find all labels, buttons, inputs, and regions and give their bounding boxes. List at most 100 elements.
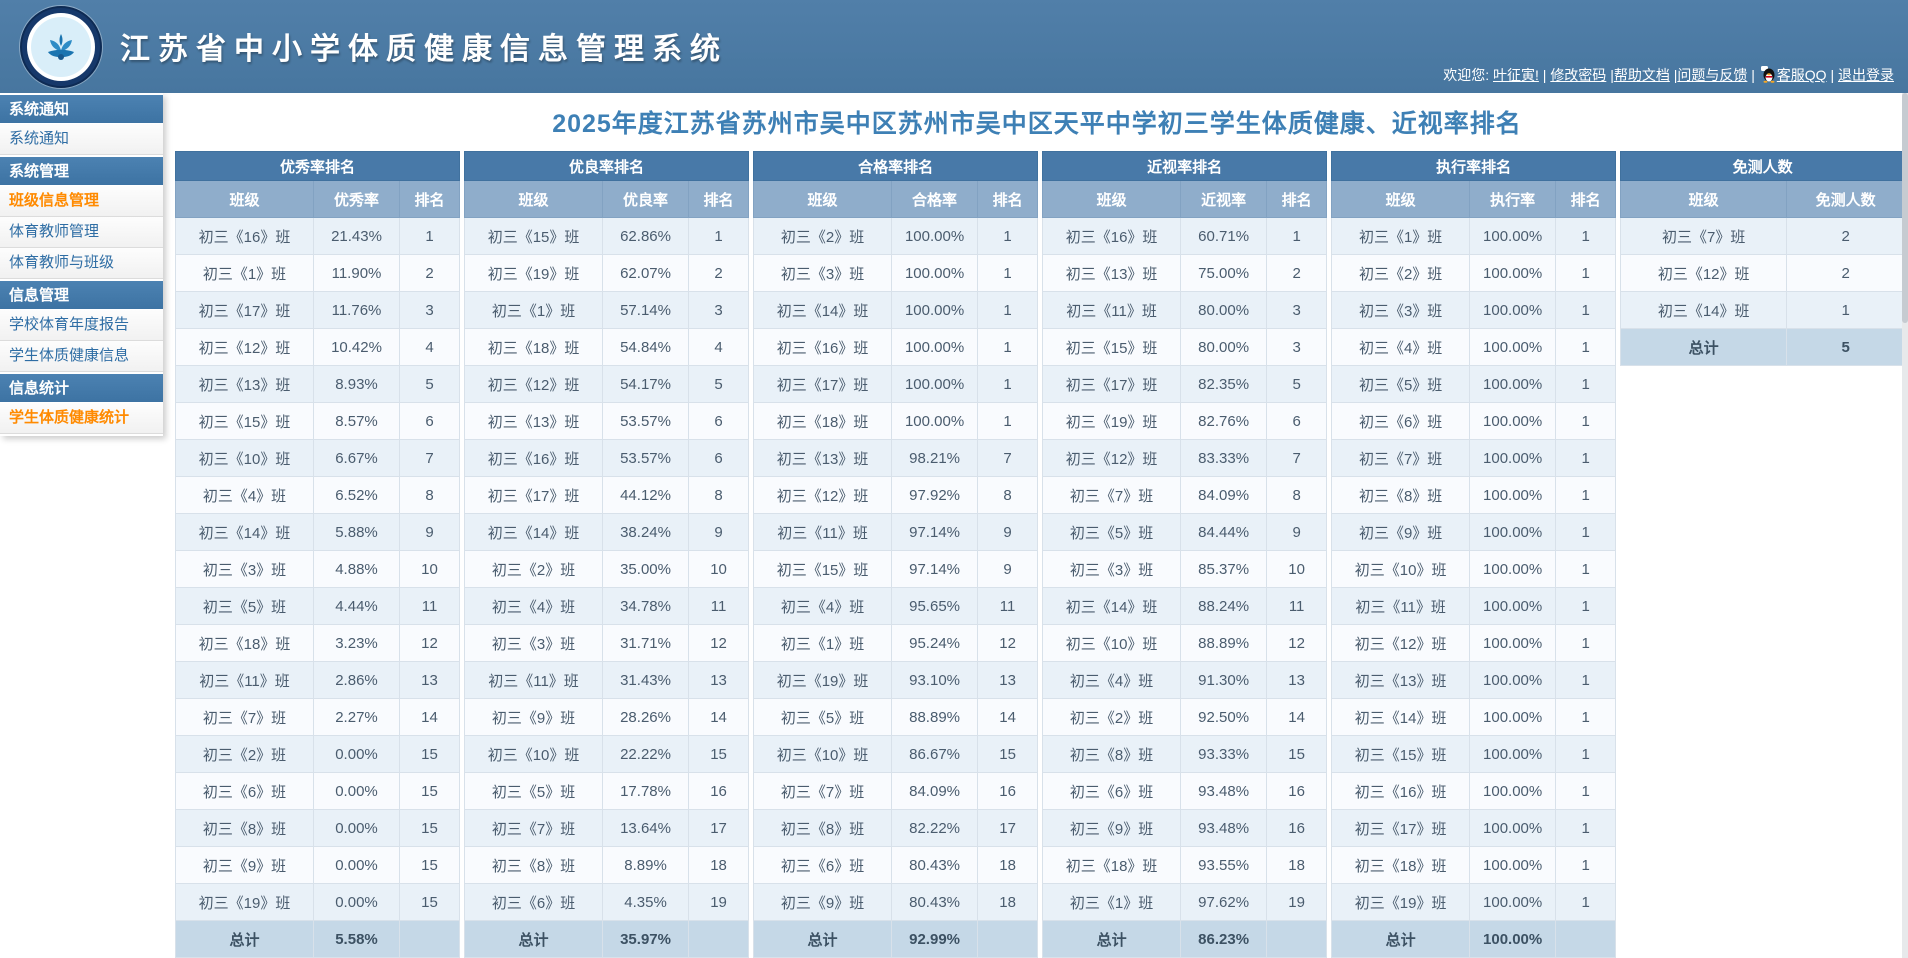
- table-cell: 初三《15》班: [1331, 735, 1471, 773]
- table-cell: 5.58%: [313, 920, 400, 958]
- table-cell: 100.00%: [1469, 291, 1557, 329]
- table-title: 执行率排名: [1331, 151, 1617, 181]
- sidebar-item-4[interactable]: 体育教师管理: [0, 217, 163, 248]
- table-cell: 初三《1》班: [1042, 883, 1182, 921]
- sidebar-item-8[interactable]: 学生体质健康信息: [0, 341, 163, 372]
- column-header: 班级: [464, 180, 604, 218]
- sidebar-section-0[interactable]: 系统通知: [0, 93, 163, 124]
- table-total-row: 总计 86.23%: [1042, 920, 1328, 958]
- table-cell: 1: [1555, 846, 1617, 884]
- table-cell: 44.12%: [602, 476, 690, 514]
- table-cell: 初三《16》班: [1042, 217, 1182, 255]
- table-cell: 6: [688, 439, 750, 477]
- table-cell: 初三《5》班: [1042, 513, 1182, 551]
- table-cell: 1: [1555, 698, 1617, 736]
- sidebar-item-10[interactable]: 学生体质健康统计: [0, 403, 163, 434]
- table-cell: 初三《4》班: [175, 476, 314, 514]
- table-cell: 100.00%: [891, 217, 979, 255]
- table-row: 初三《2》班 100.00% 1: [1331, 254, 1617, 292]
- table-row: 初三《1》班 95.24% 12: [753, 624, 1039, 662]
- table-header-row: 班级 近视率 排名: [1042, 180, 1328, 218]
- table-cell: 初三《10》班: [1042, 624, 1182, 662]
- help-doc-link[interactable]: 帮助文档: [1613, 67, 1670, 83]
- table-row: 初三《16》班 53.57% 6: [464, 439, 750, 477]
- table-row: 初三《14》班 5.88% 9: [175, 513, 461, 551]
- sidebar-item-7[interactable]: 学校体育年度报告: [0, 310, 163, 341]
- table-cell: 84.09%: [1180, 476, 1268, 514]
- table-cell: 5: [688, 365, 750, 403]
- table-cell: 86.23%: [1180, 920, 1268, 958]
- service-qq-link[interactable]: 客服QQ: [1776, 67, 1827, 83]
- table-cell: 1: [1555, 772, 1617, 810]
- table-cell: 62.07%: [602, 254, 690, 292]
- sidebar-item-5[interactable]: 体育教师与班级: [0, 248, 163, 279]
- table-cell: 初三《2》班: [464, 550, 604, 588]
- table-cell: 1: [977, 217, 1039, 255]
- table-total-row: 总计 5.58%: [175, 920, 461, 958]
- table-cell: 初三《17》班: [175, 291, 314, 329]
- table-cell: 100.00%: [891, 402, 979, 440]
- column-header: 排名: [688, 180, 750, 218]
- table-cell: 0.00%: [313, 846, 400, 884]
- table-cell: 18: [977, 883, 1039, 921]
- table-row: 初三《14》班 38.24% 9: [464, 513, 750, 551]
- table-header-row: 班级 合格率 排名: [753, 180, 1039, 218]
- scrollbar-thumb[interactable]: [1902, 93, 1908, 323]
- table-cell: 初三《8》班: [1042, 735, 1182, 773]
- table-row: 初三《7》班 13.64% 17: [464, 809, 750, 847]
- table-row: 初三《3》班 85.37% 10: [1042, 550, 1328, 588]
- ranking-tables: 优秀率排名 班级 优秀率 排名 初三《16》班 21.43% 1 初三《1》班 11.90% 2 初…: [174, 151, 1908, 958]
- table-row: 初三《6》班 93.48% 16: [1042, 772, 1328, 810]
- user-name-link[interactable]: 叶征寅!: [1493, 67, 1539, 83]
- main-panel: 2025年度江苏省苏州市吴中区苏州市吴中区天平中学初三学生体质健康、近视率排名 …: [163, 93, 1908, 958]
- table-cell: 15: [688, 735, 750, 773]
- vertical-scrollbar[interactable]: [1902, 93, 1908, 958]
- sidebar-section-6[interactable]: 信息管理: [0, 279, 163, 310]
- table-cell: 100.00%: [891, 254, 979, 292]
- column-header: 班级: [175, 180, 314, 218]
- table-cell: 93.33%: [1180, 735, 1268, 773]
- logout-link[interactable]: 退出登录: [1838, 67, 1894, 83]
- column-header: 排名: [398, 180, 461, 218]
- table-cell: 93.48%: [1180, 772, 1268, 810]
- table-cell: 0.00%: [313, 735, 400, 773]
- table-cell: 初三《11》班: [753, 513, 893, 551]
- table-cell: 100.00%: [1469, 587, 1557, 625]
- change-password-link[interactable]: 修改密码: [1550, 67, 1607, 83]
- table-cell: 100.00%: [891, 291, 979, 329]
- sidebar-section-2[interactable]: 系统管理: [0, 155, 163, 186]
- table-row: 初三《18》班 100.00% 1: [753, 402, 1039, 440]
- table-cell: 初三《11》班: [175, 661, 314, 699]
- table-cell: 14: [1266, 698, 1328, 736]
- sidebar-section-9[interactable]: 信息统计: [0, 372, 163, 403]
- table-cell: 初三《10》班: [753, 735, 893, 773]
- table-cell: 12: [1266, 624, 1328, 662]
- table-cell: 82.35%: [1180, 365, 1268, 403]
- table-cell: 17: [688, 809, 750, 847]
- table-cell: 9: [977, 513, 1039, 551]
- table-row: 初三《9》班 0.00% 15: [175, 846, 461, 884]
- content-area: 系统通知 系统通知 系统管理 班级信息管理 体育教师管理 体育教师与班级 信息管理 学校体育年…: [0, 93, 1908, 958]
- sidebar-item-1[interactable]: 系统通知: [0, 124, 163, 155]
- table-row: 初三《3》班 31.71% 12: [464, 624, 750, 662]
- table-row: 初三《9》班 28.26% 14: [464, 698, 750, 736]
- rank-table-4: 近视率排名 班级 近视率 排名 初三《16》班 60.71% 1 初三《13》班 75.00% 2…: [1042, 151, 1328, 958]
- table-cell: 初三《16》班: [1331, 772, 1471, 810]
- table-row: 初三《8》班 0.00% 15: [175, 809, 461, 847]
- table-cell: 初三《13》班: [175, 365, 314, 403]
- feedback-link[interactable]: 问题与反馈: [1677, 67, 1748, 83]
- table-cell: 9: [977, 550, 1039, 588]
- table-cell: 4: [398, 328, 461, 366]
- table-cell: 初三《8》班: [175, 809, 314, 847]
- table-header-row: 班级 优秀率 排名: [175, 180, 461, 218]
- table-cell: 初三《2》班: [175, 735, 314, 773]
- table-cell: 8: [398, 476, 461, 514]
- table-row: 初三《3》班 4.88% 10: [175, 550, 461, 588]
- table-cell: 93.10%: [891, 661, 979, 699]
- table-cell: 初三《18》班: [1331, 846, 1471, 884]
- sidebar-item-3[interactable]: 班级信息管理: [0, 186, 163, 217]
- table-row: 初三《7》班 2: [1620, 217, 1906, 255]
- table-cell: 3: [1266, 291, 1328, 329]
- table-row: 初三《6》班 4.35% 19: [464, 883, 750, 921]
- table-cell: 35.97%: [602, 920, 690, 958]
